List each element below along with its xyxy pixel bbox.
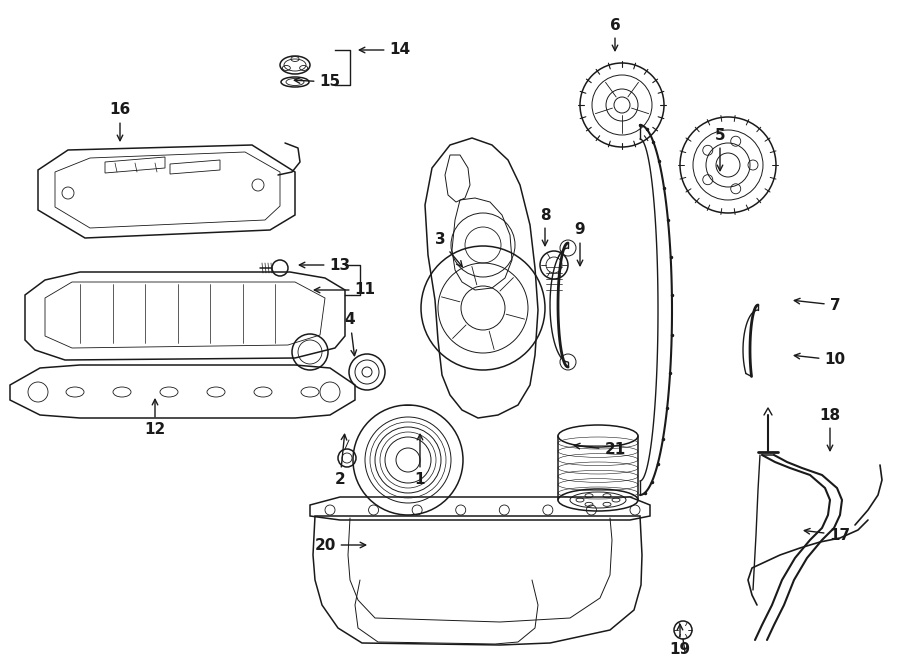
- Text: 17: 17: [805, 527, 850, 543]
- Text: 6: 6: [609, 17, 620, 51]
- Text: 4: 4: [345, 313, 356, 356]
- Text: 14: 14: [359, 42, 410, 58]
- Text: 5: 5: [715, 128, 725, 171]
- Text: 20: 20: [314, 537, 365, 553]
- Text: 3: 3: [435, 233, 463, 266]
- Text: 10: 10: [795, 352, 846, 368]
- Text: 1: 1: [415, 434, 425, 488]
- Text: 16: 16: [110, 102, 130, 141]
- Text: 13: 13: [300, 258, 351, 272]
- Text: 8: 8: [540, 208, 550, 246]
- Text: 12: 12: [144, 399, 166, 438]
- Text: 9: 9: [575, 223, 585, 266]
- Text: 15: 15: [294, 75, 340, 89]
- Text: 11: 11: [314, 282, 375, 297]
- Text: 21: 21: [574, 442, 626, 457]
- Text: 18: 18: [819, 407, 841, 451]
- Text: 7: 7: [795, 297, 841, 313]
- Text: 2: 2: [335, 434, 346, 488]
- Text: 19: 19: [670, 625, 690, 658]
